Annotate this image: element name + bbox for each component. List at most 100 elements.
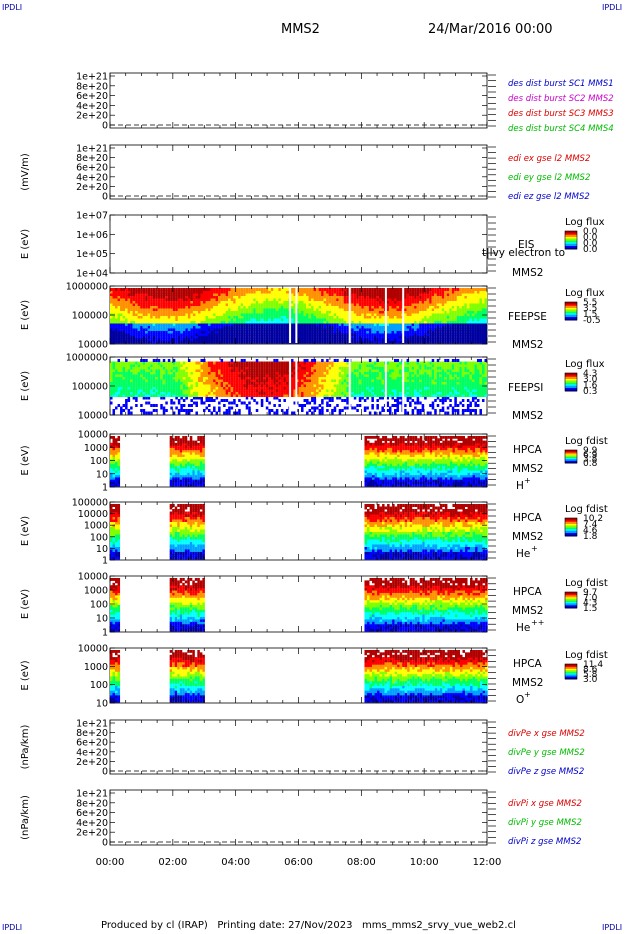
- x-tick-label: 02:00: [158, 857, 187, 868]
- y-tick-label: 1e+21: [76, 719, 108, 730]
- y-tick-label: 1: [102, 556, 108, 567]
- data-gap: [384, 288, 387, 343]
- y-tick-label: 1: [102, 483, 108, 494]
- species-label: H: [516, 480, 524, 492]
- y-tick-label: 10000: [78, 572, 108, 583]
- instrument-label: HPCA: [513, 586, 543, 598]
- colorbar-frame: [564, 517, 578, 537]
- instrument-label: HPCA: [513, 444, 543, 456]
- instrument-label: HPCA: [513, 658, 543, 670]
- colorbar-tick-label: 3.8: [583, 455, 598, 465]
- colorbar-title: Log flux: [565, 217, 605, 228]
- species-label: He: [516, 622, 530, 634]
- colorbar-tick-label: 11.4: [583, 660, 603, 670]
- colorbar-tick-label: 9.7: [583, 588, 597, 598]
- y-axis-label: E (eV): [20, 516, 31, 546]
- legend-entry: des dist burst SC1 MMS1: [508, 79, 614, 89]
- x-tick-label: 08:00: [347, 857, 376, 868]
- colorbar-frame: [564, 230, 578, 250]
- y-tick-label: 100: [90, 600, 108, 611]
- y-tick-label: 1: [102, 628, 108, 639]
- legend-entry: divPe x gse MMS2: [508, 729, 585, 739]
- y-axis-label: E (eV): [20, 371, 31, 401]
- colorbar-tick-label: 1.5: [583, 604, 597, 614]
- y-axis-label: (nPa/km): [20, 795, 31, 840]
- spectrogram-hpca-he: [110, 504, 488, 560]
- y-tick-label: 1e+04: [76, 269, 108, 280]
- colorbar-tick-label: 0.3: [583, 387, 597, 397]
- colorbar-tick-label: 7.0: [583, 593, 598, 603]
- y-tick-label: 100: [90, 532, 108, 543]
- data-gap: [295, 359, 298, 414]
- species-label: O: [516, 694, 524, 706]
- spectrogram-hpca-he2: [110, 578, 488, 632]
- data-gap: [295, 288, 298, 343]
- y-tick-label: 6e+20: [76, 808, 108, 819]
- y-tick-label: 100: [90, 680, 108, 691]
- y-axis-label: (mV/m): [20, 153, 31, 191]
- colorbar-title: Log flux: [565, 288, 605, 299]
- y-tick-label: 1000: [84, 443, 108, 454]
- y-tick-label: 4e+20: [76, 172, 108, 183]
- plot-date: 24/Mar/2016 00:00: [428, 22, 553, 37]
- colorbar-hpca-he2: [564, 591, 578, 609]
- colorbar-tick-label: 0.8: [583, 459, 598, 469]
- colorbar-tick-label: 8.6: [583, 665, 598, 675]
- y-tick-label: 0: [102, 838, 108, 849]
- colorbar-title: Log fdist: [565, 650, 608, 661]
- y-tick-label: 0: [102, 767, 108, 778]
- y-tick-label: 1e+21: [76, 789, 108, 800]
- spectrogram-hpca-h: [110, 436, 488, 487]
- spacecraft-label: MMS2: [512, 531, 543, 543]
- y-tick-label: 6e+20: [76, 163, 108, 174]
- species-charge: ++: [531, 618, 544, 627]
- y-tick-label: 1000: [84, 662, 108, 673]
- colorbar-tick-label: 0.0: [583, 245, 598, 255]
- y-tick-label: 10000: [78, 340, 108, 351]
- colorbar-title: Log fdist: [565, 436, 608, 447]
- x-tick-label: 10:00: [410, 857, 439, 868]
- colorbar-tick-label: 0.0: [583, 239, 598, 249]
- data-gap: [384, 359, 387, 414]
- colorbar-tick-label: 3.5: [583, 304, 597, 314]
- corner-mark-bottom-right: IPDLI: [602, 923, 623, 932]
- colorbar-tick-label: 0.0: [583, 233, 598, 243]
- colorbar-eis: [564, 230, 578, 250]
- x-tick-label: 00:00: [96, 857, 125, 868]
- colorbar-tick-label: 10.2: [583, 514, 603, 524]
- legend-entry: edi ex gse l2 MMS2: [508, 154, 590, 164]
- spectrogram-feepse: [110, 288, 487, 344]
- spacecraft-label: MMS2: [512, 605, 543, 617]
- colorbar-title: Log fdist: [565, 504, 608, 515]
- instrument-label: EIS: [518, 239, 535, 251]
- y-tick-label: 0: [102, 121, 108, 132]
- y-tick-label: 10: [96, 699, 108, 710]
- colorbar-tick-label: 1.6: [583, 381, 598, 391]
- data-gap: [348, 359, 351, 414]
- x-tick-label: 04:00: [221, 857, 250, 868]
- y-tick-label: 8e+20: [76, 798, 108, 809]
- legend-entry: des dist burst SC4 MMS4: [508, 124, 614, 134]
- spacecraft-label: MMS2: [512, 410, 543, 422]
- data-gap: [289, 359, 292, 414]
- legend-entry: divPi x gse MMS2: [508, 799, 582, 809]
- colorbar-tick-label: 9.9: [583, 446, 598, 456]
- footer-credits: Produced by cl (IRAP) Printing date: 27/…: [101, 920, 516, 931]
- y-tick-label: 1e+21: [76, 72, 108, 83]
- panel-frame-edi: [109, 144, 488, 200]
- spacecraft-label: MMS2: [512, 267, 543, 279]
- corner-mark-top-right: IPDLI: [602, 3, 623, 12]
- y-tick-label: 2e+20: [76, 111, 108, 122]
- y-tick-label: 2e+20: [76, 828, 108, 839]
- colorbar-tick-label: 4.6: [583, 526, 598, 536]
- legend-entry: divPi z gse MMS2: [508, 837, 581, 847]
- y-tick-label: 10: [96, 544, 108, 555]
- y-axis-label: E (eV): [20, 589, 31, 619]
- y-tick-label: 4e+20: [76, 101, 108, 112]
- y-axis-label: E (eV): [20, 300, 31, 330]
- species-charge: +: [524, 690, 531, 699]
- y-tick-label: 8e+20: [76, 728, 108, 739]
- legend-entry: edi ez gse l2 MMS2: [508, 192, 590, 202]
- data-gap: [402, 359, 405, 414]
